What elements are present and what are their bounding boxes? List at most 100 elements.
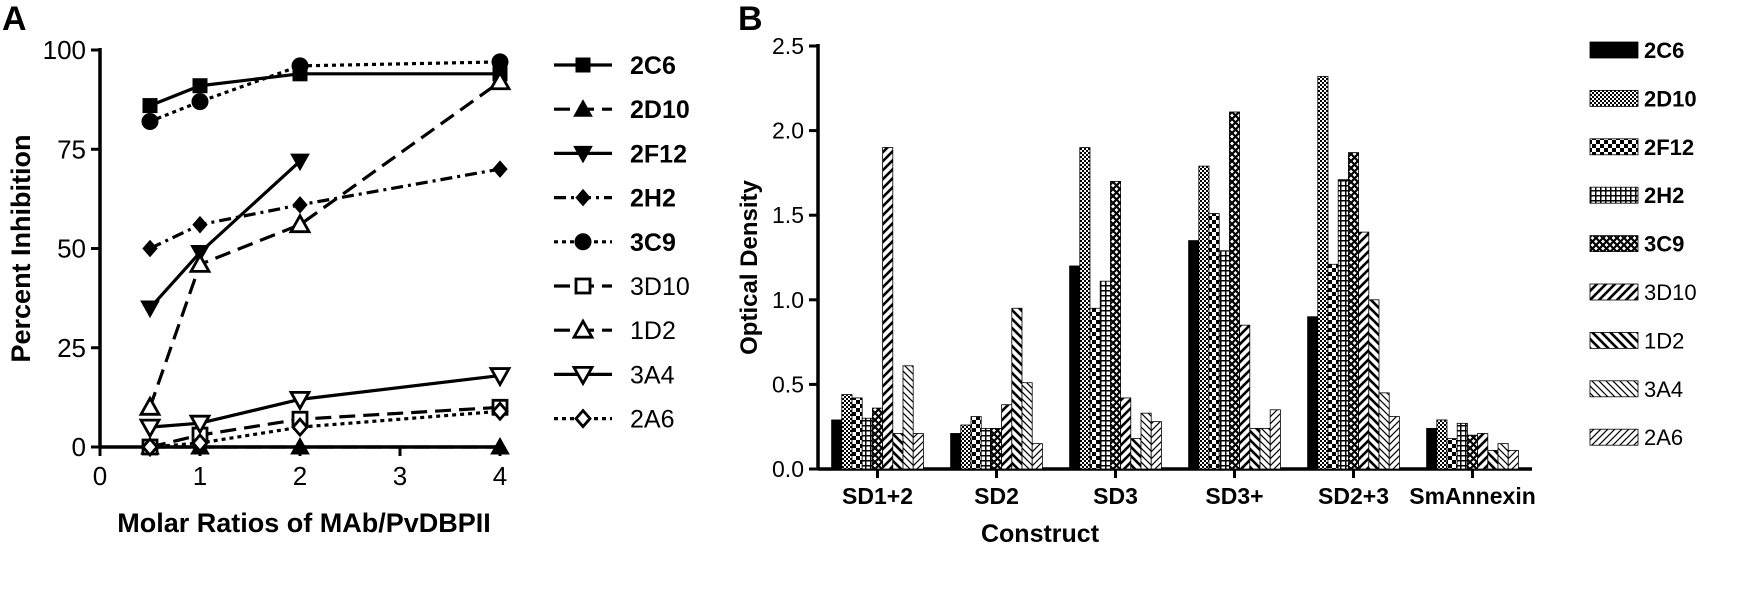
y-tick-label: 2.0 [772, 118, 804, 144]
data-point-2A6 [491, 401, 509, 422]
bar-SD3-2C6 [1069, 265, 1081, 470]
y-tick-label: 100 [43, 35, 86, 65]
legend-label-3D10: 3D10 [1644, 280, 1697, 305]
legend-label-3A4: 3A4 [1644, 377, 1683, 402]
bar-SD2-2F12 [970, 416, 982, 470]
legend-label-2D10: 2D10 [630, 96, 690, 124]
bar-SD3-3D10 [1120, 397, 1132, 470]
bar-group-SD2+3 [1307, 76, 1400, 470]
series-line-2F12 [148, 159, 302, 310]
bar-SD3-1D2 [1130, 438, 1142, 470]
legend-item-1D2: 1D2 [1589, 328, 1684, 353]
legend-b: 2C6 2D10 2F12 2H2 3C9 3D10 1D2 3A4 2A6 [1589, 38, 1697, 450]
x-tick-label: SD1+2 [842, 483, 913, 509]
legend-marker-2D10 [573, 99, 593, 117]
bar-SD3+-2A6 [1269, 409, 1281, 470]
series-2H2 [142, 160, 508, 258]
legend-swatch-1D2 [1589, 331, 1639, 349]
x-tick-label: 4 [493, 461, 507, 491]
legend-marker-3C9 [574, 233, 592, 251]
legend-item-3A4: 3A4 [554, 361, 675, 389]
data-point-2H2 [142, 239, 158, 258]
bar-SD3+-1D2 [1249, 427, 1261, 470]
bar-SD3+-2H2 [1218, 250, 1230, 470]
data-point-3C9 [191, 93, 209, 111]
x-tick-label: SD2 [974, 483, 1019, 509]
bar-SmAnnexin-2H2 [1456, 422, 1468, 470]
data-point-2H2 [492, 160, 508, 178]
bar-SmAnnexin-2C6 [1426, 427, 1438, 470]
bar-SD3-2A6 [1150, 421, 1162, 470]
legend-item-3C9: 3C9 [554, 229, 676, 257]
legend-a: 2C6 2D10 2F12 2H2 3C9 3D10 1D2 3A4 2A6 [554, 52, 690, 434]
legend-label-2C6: 2C6 [630, 52, 676, 80]
bar-SD2-3C9 [991, 427, 1003, 470]
data-point-2A6 [141, 436, 159, 458]
legend-item-2H2: 2H2 [554, 185, 676, 213]
x-tick-label: SD2+3 [1318, 483, 1389, 509]
data-point-3A4 [188, 414, 212, 436]
legend-label-2A6: 2A6 [1644, 425, 1683, 450]
x-axis-title: Molar Ratios of MAb/PvDBPII [117, 508, 491, 538]
legend-label-1D2: 1D2 [630, 317, 676, 345]
data-point-1D2 [188, 252, 212, 273]
legend-marker-2A6 [574, 408, 592, 429]
x-tick-label: SmAnnexin [1409, 483, 1536, 509]
legend-label-3D10: 3D10 [630, 273, 690, 301]
legend-item-2C6: 2C6 [1589, 38, 1684, 63]
legend-item-2C6: 2C6 [554, 52, 676, 80]
bar-SD2+3-2F12 [1327, 263, 1339, 470]
bar-SD3-2F12 [1089, 307, 1101, 470]
data-point-2D10 [290, 436, 310, 455]
data-point-2F12 [140, 300, 160, 319]
bar-SmAnnexin-1D2 [1487, 449, 1499, 470]
bar-group-SD3 [1069, 147, 1162, 470]
bar-SD1+2-3A4 [902, 365, 914, 470]
bar-SD3+-3C9 [1229, 111, 1241, 470]
legend-item-1D2: 1D2 [554, 317, 676, 345]
x-axis-title: Construct [981, 520, 1100, 548]
bar-SmAnnexin-2D10 [1436, 419, 1448, 470]
series-line-2H2 [149, 167, 501, 250]
bar-SD3-2D10 [1079, 147, 1091, 470]
bar-SD2-2C6 [950, 433, 962, 470]
y-tick-label: 25 [57, 333, 86, 363]
bar-SD2+3-3D10 [1358, 231, 1370, 470]
data-point-1D2 [138, 395, 162, 416]
bar-SD1+2-2H2 [861, 417, 873, 470]
data-point-2A6 [191, 432, 209, 454]
bar-SD2+3-2C6 [1307, 316, 1319, 470]
plot-area [138, 53, 512, 458]
legend-item-3D10: 3D10 [1589, 280, 1697, 305]
y-tick-label: 1.5 [772, 202, 804, 228]
bar-SD2-3D10 [1001, 404, 1013, 470]
bar-SD3+-3A4 [1259, 427, 1271, 470]
series-line-2C6 [149, 72, 500, 108]
legend-item-2A6: 2A6 [1589, 425, 1683, 450]
x-tick-label: SD3 [1093, 483, 1138, 509]
legend-label-3C9: 3C9 [1644, 232, 1684, 257]
x-tick-label: 0 [93, 461, 107, 491]
legend-marker-3A4 [571, 365, 595, 387]
legend-label-2A6: 2A6 [630, 406, 674, 434]
legend-label-3A4: 3A4 [630, 361, 675, 389]
legend-marker-3D10 [574, 277, 592, 295]
legend-swatch-3C9 [1589, 235, 1639, 253]
y-tick-label: 50 [57, 234, 86, 264]
bar-SD2+3-2H2 [1337, 179, 1349, 470]
legend-marker-2C6 [575, 57, 591, 73]
legend-label-2D10: 2D10 [1644, 86, 1697, 111]
bar-SD3-3A4 [1140, 412, 1152, 470]
bar-SD2-2A6 [1031, 443, 1043, 470]
bar-SD3+-2C6 [1188, 240, 1200, 470]
bar-SD3+-3D10 [1239, 324, 1251, 470]
y-tick-label: 75 [57, 134, 86, 164]
bar-SD2-3A4 [1021, 382, 1033, 470]
data-point-2C6 [142, 98, 158, 114]
series-line-3D10 [149, 405, 501, 449]
bar-SD2+3-1D2 [1368, 299, 1380, 470]
panel-label-a: A [2, 0, 27, 38]
panel-label-b: B [738, 0, 763, 38]
legend-item-3A4: 3A4 [1589, 377, 1683, 402]
